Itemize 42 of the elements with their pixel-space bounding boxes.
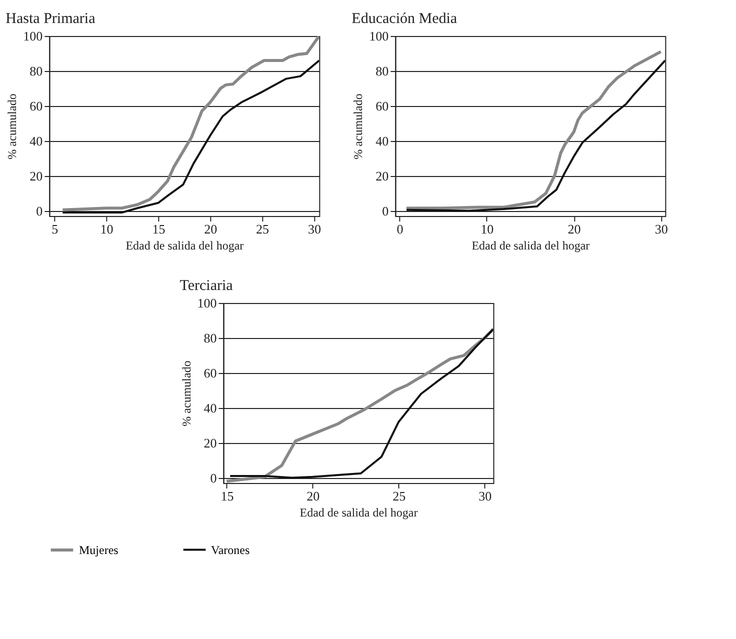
x-tick-label: 30 xyxy=(308,222,321,236)
y-tick-label: 60 xyxy=(30,98,43,114)
chart-title: Hasta Primaria xyxy=(6,11,96,27)
y-tick-label: 20 xyxy=(30,168,43,184)
y-tick-label: 100 xyxy=(369,28,389,44)
x-tick-label: 5 xyxy=(52,222,58,236)
y-axis-title: % acumulado xyxy=(179,360,194,426)
x-tick-label: 10 xyxy=(480,222,494,236)
x-tick-label: 0 xyxy=(396,222,404,236)
legend-label: Mujeres xyxy=(79,543,119,557)
x-axis-title: Edad de salida del hogar xyxy=(472,238,590,252)
y-tick-label: 80 xyxy=(376,63,389,78)
chart-title: Terciaria xyxy=(180,278,234,294)
y-tick-label: 100 xyxy=(23,28,43,44)
y-axis-title: % acumulado xyxy=(351,94,366,160)
x-tick-label: 25 xyxy=(256,222,270,236)
y-tick-label: 80 xyxy=(30,63,43,78)
y-tick-label: 100 xyxy=(197,296,217,310)
y-axis-title: % acumulado xyxy=(5,94,20,160)
x-axis-title: Edad de salida del hogar xyxy=(126,238,244,252)
x-tick-label: 30 xyxy=(478,488,492,504)
y-tick-label: 20 xyxy=(204,435,217,450)
x-axis-title: Edad de salida del hogar xyxy=(300,506,418,520)
x-tick-label: 25 xyxy=(392,488,406,504)
x-tick-label: 20 xyxy=(306,488,320,504)
y-tick-label: 0 xyxy=(382,203,389,218)
y-tick-label: 20 xyxy=(376,168,389,184)
x-tick-label: 30 xyxy=(654,222,668,236)
x-tick-label: 10 xyxy=(100,222,114,236)
y-tick-label: 80 xyxy=(204,330,217,346)
x-tick-label: 15 xyxy=(152,222,166,236)
chart-title: Educación Media xyxy=(352,11,458,27)
y-tick-label: 0 xyxy=(36,203,43,218)
x-tick-label: 20 xyxy=(568,222,581,236)
y-tick-label: 40 xyxy=(376,133,389,148)
y-tick-label: 60 xyxy=(376,98,389,114)
y-tick-label: 40 xyxy=(204,400,217,416)
y-tick-label: 60 xyxy=(204,365,217,380)
legend-label: Varones xyxy=(211,542,250,557)
y-tick-label: 40 xyxy=(30,133,43,148)
y-tick-label: 0 xyxy=(210,470,217,486)
x-tick-label: 15 xyxy=(220,488,234,504)
